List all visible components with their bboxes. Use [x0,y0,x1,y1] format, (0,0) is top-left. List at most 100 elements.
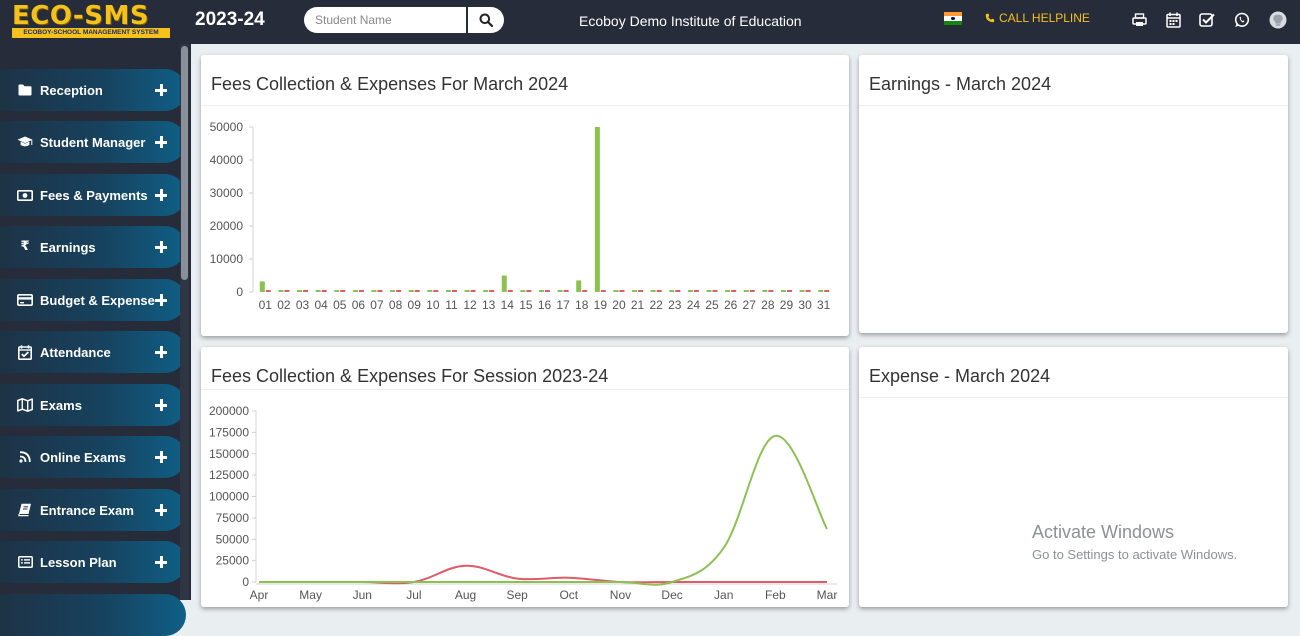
print-icon[interactable] [1130,11,1148,29]
checkbox-icon[interactable] [1198,11,1216,29]
sidebar: Reception Student Manager Fees & Payment… [0,44,191,636]
x-tick-label: 23 [668,298,682,312]
sidebar-item-online-exams[interactable]: Online Exams [0,436,186,478]
card-divider [859,397,1288,398]
expense-bar [675,290,681,292]
x-tick-label: 12 [463,298,477,312]
fees-bar [669,290,675,292]
fees-bar [501,275,507,292]
whatsapp-icon[interactable] [1233,11,1251,29]
x-tick-label: 19 [594,298,608,312]
search-button[interactable] [468,7,504,33]
x-tick-label: 21 [631,298,645,312]
x-tick-label: Jun [353,588,372,602]
sidebar-item-reception[interactable]: Reception [0,69,186,111]
fees-bar [278,290,284,292]
card-divider [859,105,1288,106]
x-tick-label: Nov [610,588,631,602]
x-tick-label: 05 [333,298,347,312]
fees-month-chart: 0 10000 20000 30000 40000 50000 01 02 03 04 05 06 07… [210,120,831,312]
expense-bar [340,290,346,292]
sidebar-item-lesson-plan[interactable]: Lesson Plan [0,541,186,583]
sidebar-item-exams[interactable]: Exams [0,384,186,426]
x-tick-label: 25 [705,298,719,312]
card-divider [201,105,849,106]
money-icon [17,187,33,203]
user-avatar-icon[interactable] [1269,11,1287,29]
fees-month-card: Fees Collection & Expenses For March 202… [201,55,849,336]
x-tick-label: Oct [559,588,578,602]
expand-plus-icon[interactable] [155,294,167,306]
student-search-input[interactable] [304,7,466,33]
expand-plus-icon[interactable] [155,189,167,201]
fees-bar [613,290,619,292]
expand-plus-icon[interactable] [155,136,167,148]
y-tick-label: 200000 [209,404,249,418]
x-tick-label: 02 [277,298,291,312]
sidebar-item-label: Online Exams [40,449,126,465]
helpline-label: CALL HELPLINE [999,11,1090,25]
expand-plus-icon[interactable] [155,84,167,96]
expand-plus-icon[interactable] [155,241,167,253]
fees-bar [259,281,265,292]
earnings-title: Earnings - March 2024 [869,74,1052,94]
calendar-icon[interactable] [1164,11,1182,29]
phone-icon [985,13,995,23]
fees-bar [315,290,321,292]
y-tick-label: 10000 [210,252,244,266]
sidebar-item-partial[interactable] [0,594,186,636]
expand-plus-icon[interactable] [155,346,167,358]
y-tick-label: 40000 [210,153,244,167]
x-tick-label: 09 [408,298,422,312]
expense-bar [526,290,532,292]
calendar-check-icon [17,344,33,360]
book-icon [17,502,33,518]
fees-bar [464,290,470,292]
expense-bar [619,290,625,292]
expand-plus-icon[interactable] [155,451,167,463]
sidebar-item-student-manager[interactable]: Student Manager [0,121,186,163]
expand-plus-icon[interactable] [155,399,167,411]
x-tick-label: Aug [455,588,476,602]
expense-bar [284,290,290,292]
india-flag-icon[interactable] [944,12,962,25]
fees-bar [687,290,693,292]
x-tick-label: May [299,588,322,602]
expense-bar [712,290,718,292]
sidebar-scrollbar[interactable] [180,44,189,600]
folder-icon [17,82,33,98]
expand-plus-icon[interactable] [155,556,167,568]
sidebar-scroll-thumb[interactable] [181,46,188,280]
fees-month-title: Fees Collection & Expenses For March 202… [211,74,569,94]
sidebar-item-fees-payments[interactable]: Fees & Payments [0,174,186,216]
x-tick-label: Apr [250,588,269,602]
app-logo[interactable]: ECO-SMS ECOBOY-SCHOOL MANAGEMENT SYSTEM [12,2,172,40]
institute-name: Ecoboy Demo Institute of Education [579,13,802,29]
expense-bar [563,290,569,292]
x-tick-label: 13 [482,298,496,312]
x-tick-label: 03 [296,298,310,312]
sidebar-item-label: Attendance [40,344,111,360]
sidebar-item-earnings[interactable]: ₹ Earnings [0,226,186,268]
y-tick-label: 100000 [209,490,249,504]
sidebar-item-budget-expense[interactable]: Budget & Expense [0,279,186,321]
fees-bar [576,280,582,292]
expense-card: Expense - March 2024 [859,347,1288,607]
fees-session-chart: 0 25000 50000 75000 100000 125000 150000 175000… [209,404,837,602]
expense-bar [303,290,309,292]
expense-bar [507,290,513,292]
sidebar-item-label: Entrance Exam [40,502,134,518]
sidebar-item-attendance[interactable]: Attendance [0,331,186,373]
expense-bar [600,290,606,292]
x-tick-label: 30 [798,298,812,312]
x-tick-label: Jul [406,588,421,602]
watermark-title: Activate Windows [1032,522,1175,542]
fees-bar [594,127,600,292]
fees-bar [632,290,638,292]
expense-bar [396,290,402,292]
call-helpline-link[interactable]: CALL HELPLINE [985,11,1090,25]
fees-bar [557,290,563,292]
fees-bar [706,290,712,292]
expand-plus-icon[interactable] [155,504,167,516]
sidebar-item-entrance-exam[interactable]: Entrance Exam [0,489,186,531]
